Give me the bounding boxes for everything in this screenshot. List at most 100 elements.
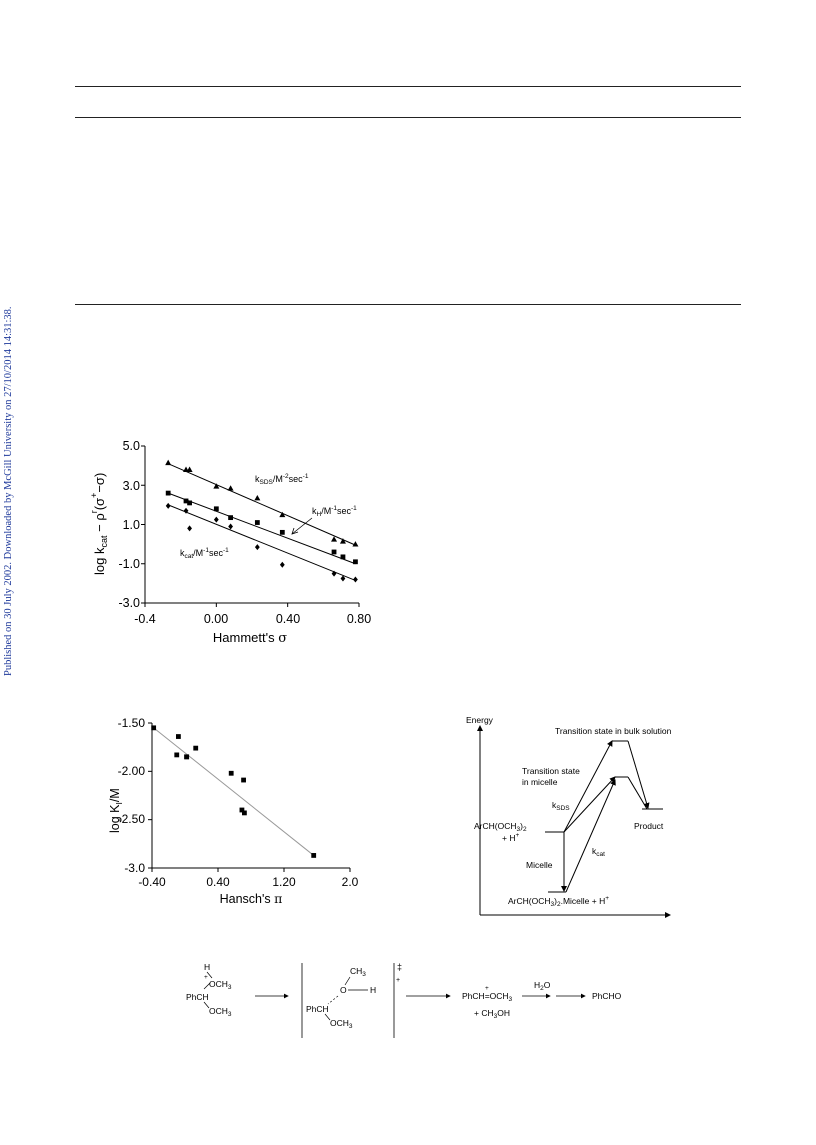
- data-point-ksdsmsec: [331, 536, 338, 542]
- product-label: Product: [634, 821, 664, 831]
- data-point-khmsec: [254, 520, 260, 525]
- fit-line-kcatmsec: [167, 504, 356, 581]
- series-label-kh: kH/M-1sec-1: [312, 505, 357, 518]
- data-point-ksdsmsec: [339, 538, 346, 544]
- energy-axis-label: Energy: [466, 715, 494, 725]
- series-label-kcat: kcat/M-1sec-1: [180, 547, 229, 560]
- table-rule-top: [75, 86, 741, 87]
- x-tick-label: -0.4: [134, 612, 156, 626]
- product-benzaldehyde: PhCHO: [592, 991, 622, 1001]
- y-axis-title: log KI/M: [108, 788, 124, 833]
- hansch-plot-area: [148, 722, 351, 872]
- y-tick-label: -3.0: [124, 861, 145, 875]
- y-tick-label: 5.0: [123, 439, 140, 453]
- data-point-series: [242, 810, 247, 816]
- fit-line-series: [153, 727, 315, 856]
- kh-label-arrow: [291, 517, 313, 535]
- data-point-khmsec: [331, 549, 337, 555]
- data-point-kcatmsec: [213, 516, 219, 523]
- svg-text:H: H: [204, 962, 210, 972]
- data-point-series: [174, 752, 180, 758]
- energy-diagram: Energy Transition state in bulk solution…: [466, 715, 672, 918]
- hammett-y-ticks: 5.0 3.0 1.0 -1.0 -3.0: [118, 439, 140, 610]
- x-tick-label: 0.00: [204, 612, 228, 626]
- svg-text:O: O: [340, 985, 347, 995]
- data-point-kcatmsec: [279, 561, 285, 568]
- micelle-label: Micelle: [526, 860, 553, 870]
- hammett-x-ticks: -0.4 0.00 0.40 0.80: [134, 612, 371, 626]
- data-point-series: [193, 745, 199, 751]
- hammett-plot-area: [141, 445, 360, 607]
- transition-state-structure: CH3 O H PhCH OCH3: [306, 966, 376, 1030]
- svg-text:+: +: [204, 974, 208, 981]
- x-tick-label: -0.40: [138, 875, 166, 889]
- water-label: H2O: [534, 980, 551, 992]
- data-point-khmsec: [279, 529, 285, 535]
- data-point-khmsec: [213, 506, 219, 512]
- publication-note: Published on 30 July 2002. Downloaded by…: [3, 306, 14, 676]
- y-tick-label: 1.0: [123, 518, 140, 532]
- data-point-kcatmsec: [165, 502, 171, 509]
- y-tick-label: -1.50: [118, 716, 146, 730]
- data-point-ksdsmsec: [186, 466, 193, 472]
- ksds-label: kSDS: [552, 800, 570, 812]
- y-tick-label: -2.00: [118, 764, 146, 778]
- data-point-ksdsmsec: [352, 541, 359, 547]
- data-point-kcatmsec: [254, 544, 260, 551]
- svg-text:+ CH3OH: + CH3OH: [474, 1008, 510, 1020]
- x-tick-label: 0.40: [206, 875, 230, 889]
- table-rule-header: [75, 117, 741, 118]
- x-axis-title: Hammett's σ: [213, 630, 287, 646]
- data-point-ksdsmsec: [165, 459, 172, 466]
- data-point-ksdsmsec: [213, 483, 220, 489]
- y-tick-label: -3.0: [118, 596, 140, 610]
- ts-micelle-label: Transition state in micelle: [522, 766, 582, 787]
- data-point-series: [176, 734, 181, 739]
- data-point-khmsec: [187, 500, 192, 506]
- reactant-label: ArCH(OCH3)2 + H+: [474, 821, 529, 843]
- data-point-kcatmsec: [228, 523, 233, 530]
- svg-text:CH3: CH3: [350, 966, 366, 978]
- svg-text:OCH3: OCH3: [209, 979, 232, 991]
- x-tick-label: 0.80: [347, 612, 371, 626]
- series-label-ksds: kSDS/M-2sec-1: [255, 473, 309, 486]
- data-point-khmsec: [183, 498, 189, 504]
- data-point-ksdsmsec: [279, 511, 286, 518]
- x-tick-label: 1.20: [272, 875, 296, 889]
- data-point-series: [228, 770, 234, 776]
- svg-text:OCH3: OCH3: [209, 1006, 232, 1018]
- data-point-kcatmsec: [187, 525, 192, 532]
- reactant-structure: H + OCH3 PhCH OCH3: [186, 962, 232, 1018]
- data-point-series: [239, 807, 245, 813]
- data-point-ksdsmsec: [227, 485, 234, 491]
- table-rule-bottom: [75, 304, 741, 305]
- oxocarbenium-structure: PhCH=OCH3 + + CH3OH: [462, 985, 513, 1020]
- data-point-kcatmsec: [183, 507, 189, 514]
- ts-charge: +: [396, 977, 400, 984]
- data-point-series: [184, 754, 190, 760]
- data-point-kcatmsec: [340, 575, 346, 582]
- y-tick-label: 3.0: [123, 479, 140, 493]
- data-point-khmsec: [165, 490, 171, 496]
- data-point-series: [241, 777, 246, 783]
- y-axis-title: log kcat − ρr(σ+−σ): [89, 473, 109, 575]
- svg-text:PhCH: PhCH: [306, 1004, 329, 1014]
- x-axis-title: Hansch's π: [220, 891, 283, 906]
- svg-text:PhCH: PhCH: [186, 992, 209, 1002]
- x-tick-label: 2.0: [342, 875, 359, 889]
- kh-label-arrowhead: [291, 527, 299, 535]
- hansch-y-ticks: -1.50 -2.00 -2.50 -3.0: [118, 716, 146, 875]
- ts-dagger: ‡: [397, 962, 402, 972]
- svg-text:H: H: [370, 985, 376, 995]
- x-tick-label: 0.40: [276, 612, 300, 626]
- mechanism-scheme: H + OCH3 PhCH OCH3 CH3 O H PhCH OCH3 ‡ +…: [186, 962, 622, 1038]
- hansch-x-ticks: -0.40 0.40 1.20 2.0: [138, 875, 358, 889]
- svg-text:+: +: [485, 985, 489, 992]
- y-tick-label: -1.0: [118, 557, 140, 571]
- hammett-figure: 5.0 3.0 1.0 -1.0 -3.0 -0.4 0.00 0.40 0.8…: [89, 439, 371, 646]
- y-tick-label: -2.50: [118, 812, 146, 826]
- svg-text:PhCH=OCH3: PhCH=OCH3: [462, 991, 513, 1003]
- data-point-series: [311, 853, 317, 858]
- fit-line-khmsec: [168, 492, 356, 565]
- fit-line-ksdsmsec: [167, 463, 356, 546]
